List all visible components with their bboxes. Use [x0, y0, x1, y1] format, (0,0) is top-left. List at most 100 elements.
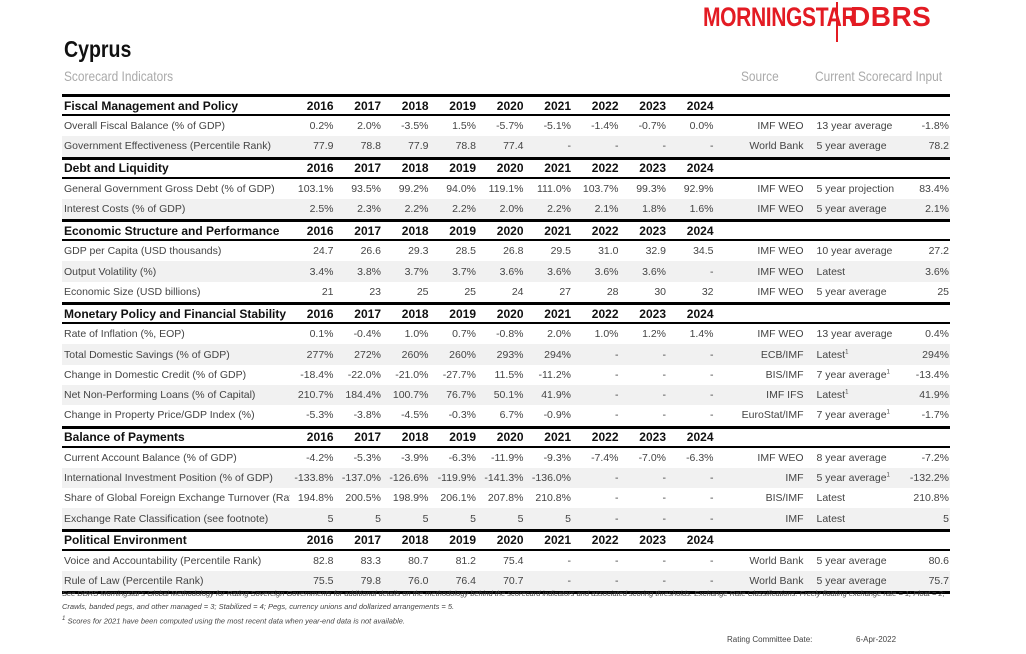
scorecard-input: 2.1%	[897, 198, 950, 221]
year-header: 2022	[575, 425, 623, 448]
method-blank	[807, 528, 898, 551]
indicator-method: 5 year average	[807, 571, 898, 593]
indicator-value: 3.6%	[527, 261, 575, 282]
year-header: 2016	[290, 425, 338, 448]
footnote-marker: 1	[886, 472, 890, 479]
year-header: 2021	[527, 219, 575, 242]
year-header: 2023	[622, 425, 670, 448]
year-header: 2022	[575, 94, 623, 116]
indicator-value: -	[670, 467, 718, 489]
year-header: 2022	[575, 156, 623, 179]
indicator-value: -	[567, 554, 572, 567]
year-header: 2024	[670, 425, 718, 448]
indicator-value: 41.9%	[527, 384, 575, 406]
indicator-label: Share of Global Foreign Exchange Turnove…	[64, 492, 290, 505]
indicator-value: 5	[432, 508, 480, 531]
indicator-source: World Bank	[717, 571, 808, 593]
year-header: 2022	[575, 302, 623, 325]
method-text: 5 year average	[816, 472, 887, 484]
scorecard-input: -132.2%	[897, 467, 950, 489]
indicator-label: Change in Property Price/GDP Index (%)	[64, 409, 255, 422]
method-text: 10 year average	[816, 245, 893, 258]
indicator-value: 1.5%	[452, 120, 476, 133]
footnote-2021-scores: 1 Scores for 2021 have been computed usi…	[62, 613, 952, 628]
indicator-value: 0.7%	[452, 328, 476, 341]
scorecard-input: 78.2	[897, 136, 950, 159]
method-text: 5 year average	[816, 285, 887, 298]
indicator-label: International Investment Position (% of …	[62, 467, 290, 489]
indicator-value: 103.1%	[297, 182, 334, 195]
indicator-value: -	[710, 368, 714, 381]
year-header: 2019	[432, 425, 480, 448]
footnote-marker: 1	[845, 349, 849, 356]
indicator-value: -	[575, 136, 623, 159]
indicator-method: 5 year average	[808, 550, 898, 571]
year-header: 2020	[480, 425, 528, 448]
indicator-value: -	[622, 344, 670, 365]
indicator-value: 29.5	[550, 245, 571, 258]
indicator-method: 5 year average	[808, 282, 898, 304]
year-header: 2018	[385, 302, 433, 325]
year-header: 2021	[527, 302, 575, 325]
indicator-value: 3.8%	[337, 261, 385, 282]
year-header: 2021	[527, 94, 575, 116]
indicator-source: IMF WEO	[717, 198, 808, 221]
year-header: 2018	[385, 425, 433, 448]
indicator-value: 76.0	[385, 571, 433, 593]
indicator-value: -4.5%	[401, 409, 429, 422]
year-header: 2020	[480, 528, 528, 551]
indicator-value: 5	[337, 508, 385, 531]
indicator-value: 25	[416, 285, 429, 298]
indicator-value: 24	[511, 285, 524, 298]
section-header: Balance of Payments 2016 2017 2018 2019 2020 2…	[62, 425, 950, 448]
indicator-value: -11.9%	[491, 451, 524, 464]
method-text: 5 year average	[816, 140, 887, 153]
indicator-value: -	[670, 136, 718, 159]
indicator-value: -	[622, 136, 670, 159]
scorecard-input: 25	[937, 285, 949, 298]
indicator-value: 2.1%	[575, 198, 623, 221]
year-header: 2019	[432, 156, 480, 179]
indicator-value: 119.1%	[488, 182, 524, 195]
indicator-label: Current Account Balance (% of GDP)	[64, 451, 237, 464]
logo-dbrs: DBRS	[850, 1, 932, 32]
indicator-value: 28	[606, 285, 619, 298]
indicator-value: -6.3%	[686, 451, 714, 464]
indicator-value: -	[575, 344, 623, 365]
indicator-value: -	[575, 467, 623, 489]
indicator-value: -	[670, 261, 718, 282]
indicator-value: 277%	[290, 344, 338, 365]
indicator-value: -0.3%	[448, 409, 476, 422]
indicator-value: -	[622, 384, 670, 406]
section-title: Economic Structure and Performance	[62, 219, 290, 242]
indicator-value: -21.0%	[395, 368, 429, 381]
indicator-label: Interest Costs (% of GDP)	[62, 198, 290, 221]
indicator-value: -	[575, 384, 623, 406]
year-header: 2021	[527, 425, 575, 448]
indicator-value: 1.8%	[622, 198, 670, 221]
logo-morningstar: MORNINGSTAR	[703, 2, 857, 32]
indicator-method: 5 year average	[807, 136, 898, 159]
year-header: 2018	[385, 94, 433, 116]
year-header: 2023	[622, 94, 670, 116]
indicator-value: -27.7%	[442, 368, 476, 381]
indicator-value: 260%	[385, 344, 433, 365]
indicator-value: 3.6%	[480, 261, 528, 282]
scorecard-input: 3.6%	[897, 261, 950, 282]
source-blank	[717, 156, 808, 179]
section-title: Political Environment	[62, 528, 290, 551]
year-header: 2017	[337, 425, 385, 448]
scorecard-input: 80.6	[928, 554, 949, 567]
indicator-value: -7.4%	[591, 451, 619, 464]
indicator-value: 79.8	[337, 571, 385, 593]
indicator-value: 200.5%	[345, 492, 381, 505]
section-header: Political Environment 2016 2017 2018 2019 202…	[62, 528, 950, 551]
indicator-value: 3.4%	[290, 261, 338, 282]
input-blank	[897, 302, 950, 325]
input-blank	[897, 94, 950, 116]
indicator-label: Rule of Law (Percentile Rank)	[62, 571, 290, 593]
method-blank	[807, 302, 898, 325]
year-header: 2020	[480, 94, 528, 116]
indicator-value: 5	[290, 508, 338, 531]
indicator-value: 11.5%	[494, 368, 524, 381]
